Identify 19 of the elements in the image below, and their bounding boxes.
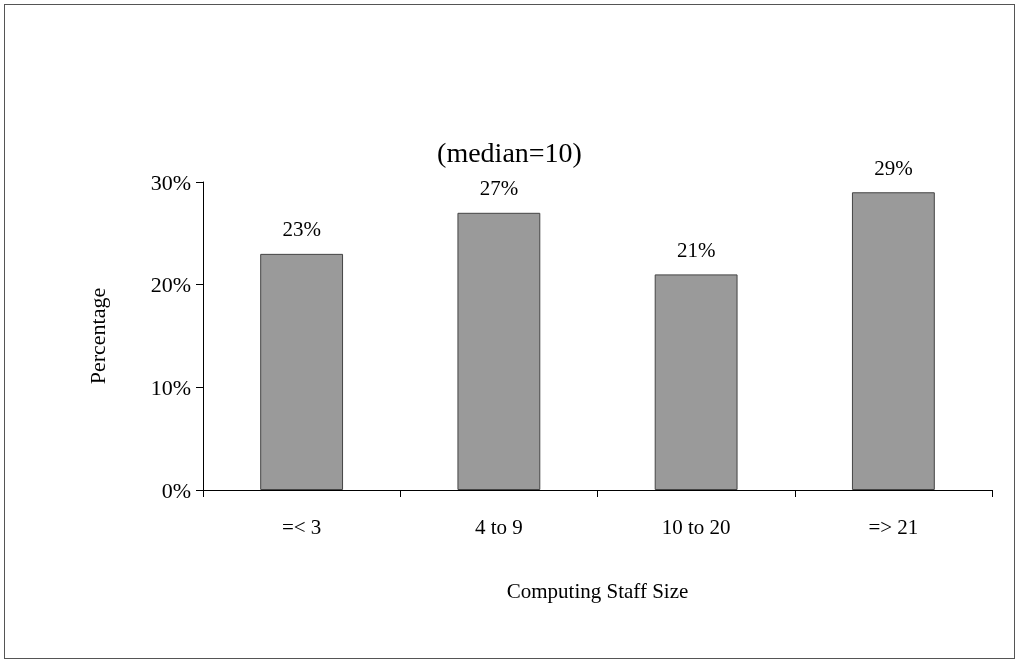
data-label: 29% (874, 155, 913, 180)
bar (260, 253, 344, 490)
bar (457, 212, 541, 490)
data-label: 23% (282, 217, 321, 242)
data-label: 27% (479, 176, 519, 201)
y-tick-label: 10% (150, 374, 191, 400)
chart-title: (median=10) (437, 136, 582, 168)
y-tick-label: 30% (150, 169, 191, 195)
bar (654, 274, 738, 490)
x-tick-label: =< 3 (281, 514, 322, 539)
x-tick-label: => 21 (868, 514, 919, 539)
y-axis-title: Percentage (84, 287, 110, 385)
x-axis-title: Computing Staff Size (506, 578, 689, 603)
bar (851, 192, 935, 490)
data-label: 21% (676, 237, 716, 262)
y-tick-label: 20% (150, 272, 191, 298)
x-tick-label: 10 to 20 (661, 514, 731, 539)
y-tick-label: 0% (161, 477, 191, 503)
x-tick-label: 4 to 9 (474, 514, 523, 539)
